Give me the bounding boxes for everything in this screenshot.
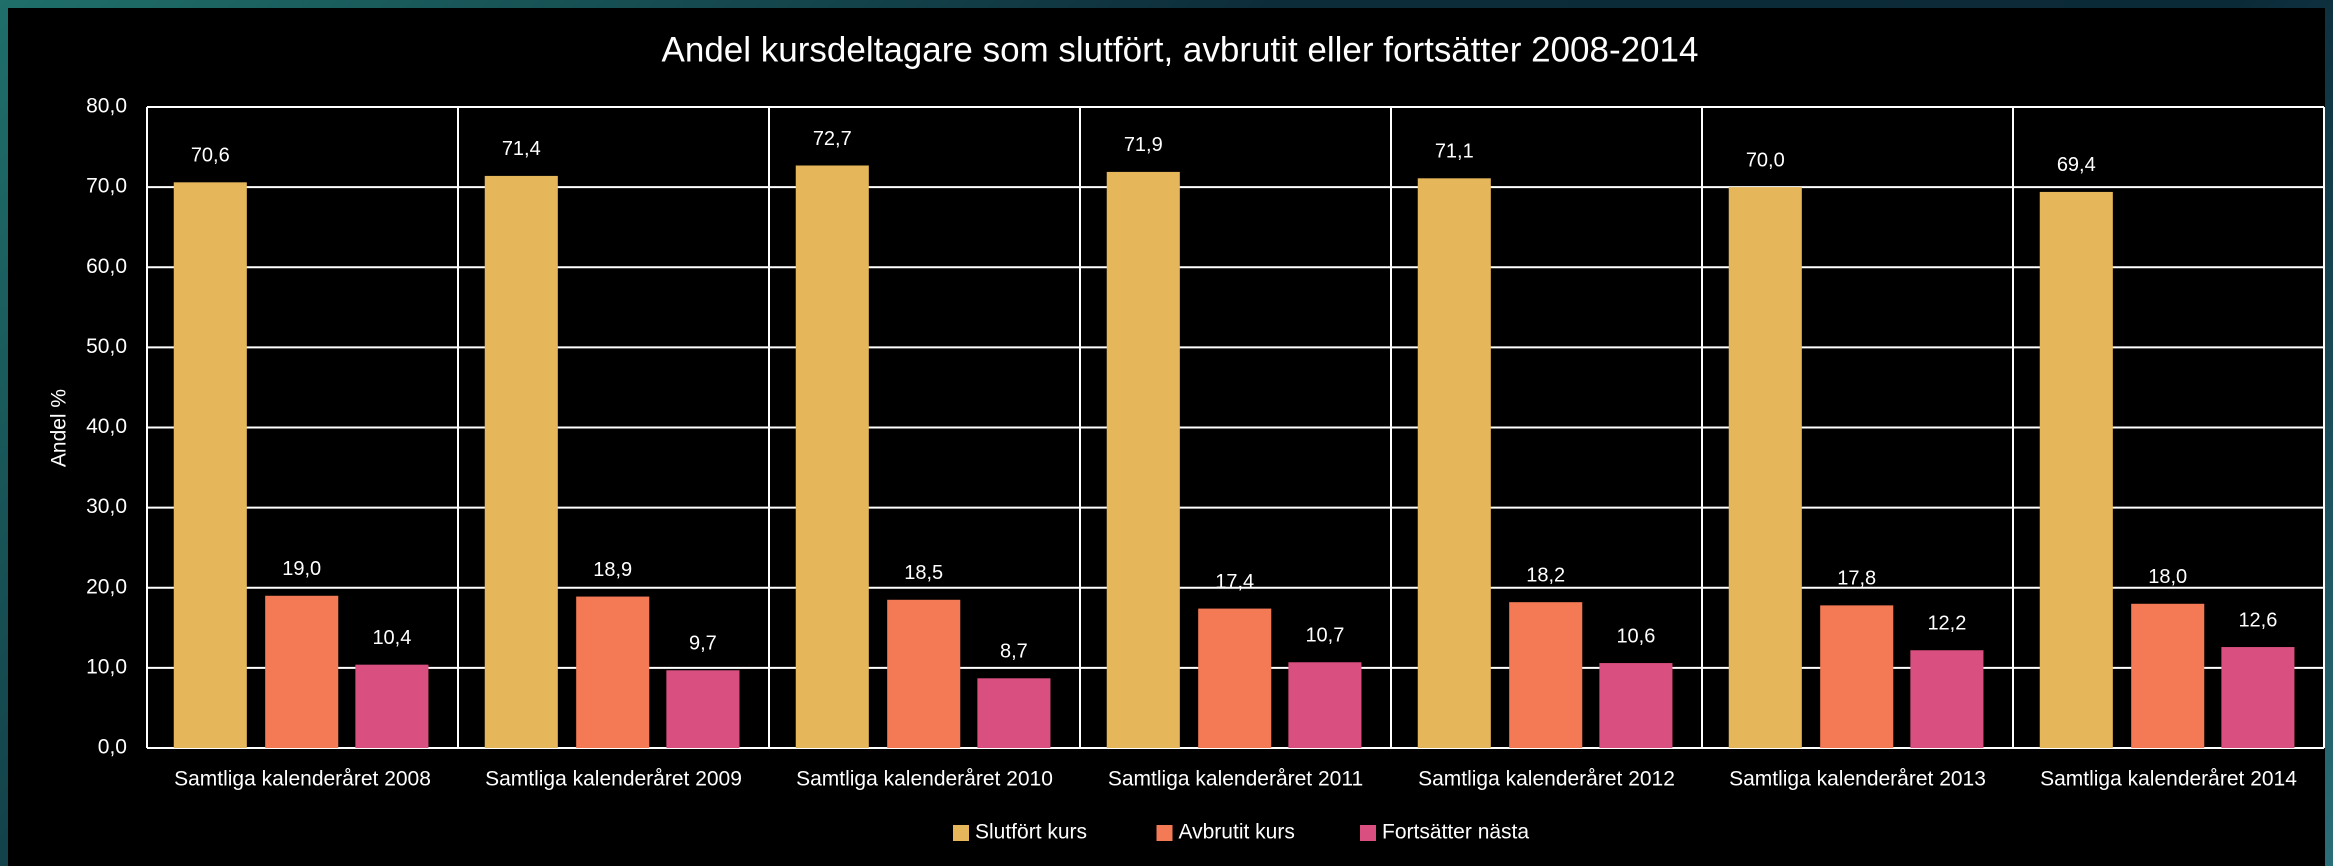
data-label: 9,7 bbox=[689, 633, 717, 655]
bar bbox=[977, 678, 1051, 748]
x-tick-label: Samtliga kalenderåret 2013 bbox=[1729, 768, 1986, 791]
y-tick-label: 70,0 bbox=[86, 175, 127, 198]
x-tick-label: Samtliga kalenderåret 2011 bbox=[1108, 768, 1363, 791]
bar bbox=[1910, 650, 1984, 748]
data-label: 71,9 bbox=[1124, 134, 1163, 156]
legend-swatch bbox=[953, 825, 969, 841]
data-label: 10,7 bbox=[1305, 625, 1344, 647]
data-label: 19,0 bbox=[282, 558, 321, 580]
legend-label: Fortsätter nästa bbox=[1382, 821, 1529, 844]
legend-label: Avbrutit kurs bbox=[1179, 821, 1295, 844]
bar bbox=[173, 182, 247, 748]
y-tick-label: 10,0 bbox=[86, 655, 127, 678]
bar bbox=[1728, 187, 1802, 748]
data-label: 72,7 bbox=[813, 128, 852, 150]
chart-title: Andel kursdeltagare som slutfört, avbrut… bbox=[662, 30, 1699, 69]
x-tick-label: Samtliga kalenderåret 2012 bbox=[1418, 768, 1675, 791]
data-label: 10,4 bbox=[372, 627, 411, 649]
bar bbox=[2131, 603, 2205, 748]
data-label: 18,2 bbox=[1526, 564, 1565, 586]
data-label: 70,0 bbox=[1746, 149, 1785, 171]
bar bbox=[1106, 171, 1180, 748]
bar bbox=[355, 664, 429, 748]
y-tick-label: 30,0 bbox=[86, 495, 127, 518]
data-label: 18,9 bbox=[593, 559, 632, 581]
bar bbox=[265, 595, 339, 748]
data-label: 17,4 bbox=[1215, 571, 1254, 593]
bar bbox=[1599, 663, 1673, 748]
bar bbox=[1820, 605, 1894, 748]
data-label: 12,2 bbox=[1927, 613, 1966, 635]
data-label: 18,5 bbox=[904, 562, 943, 584]
bar bbox=[576, 596, 650, 748]
bar bbox=[1509, 602, 1583, 748]
bar bbox=[666, 670, 740, 748]
data-label: 12,6 bbox=[2238, 609, 2277, 631]
y-tick-label: 50,0 bbox=[86, 335, 127, 358]
bar bbox=[484, 175, 558, 749]
bar bbox=[1198, 608, 1272, 748]
legend-swatch bbox=[1156, 825, 1173, 841]
x-tick-label: Samtliga kalenderåret 2010 bbox=[796, 768, 1053, 791]
bar bbox=[795, 165, 869, 748]
x-tick-label: Samtliga kalenderåret 2014 bbox=[2040, 768, 2297, 791]
bar bbox=[2221, 647, 2295, 748]
data-label: 10,6 bbox=[1616, 625, 1655, 647]
y-tick-label: 40,0 bbox=[86, 415, 127, 438]
y-tick-label: 80,0 bbox=[86, 95, 127, 118]
legend-label: Slutfört kurs bbox=[975, 821, 1087, 844]
y-tick-label: 20,0 bbox=[86, 575, 127, 598]
data-label: 69,4 bbox=[2057, 154, 2096, 176]
data-label: 71,1 bbox=[1435, 141, 1474, 163]
y-tick-label: 60,0 bbox=[86, 255, 127, 278]
bar bbox=[1288, 662, 1362, 748]
data-label: 71,4 bbox=[502, 138, 541, 160]
x-tick-label: Samtliga kalenderåret 2009 bbox=[485, 768, 742, 791]
data-label: 70,6 bbox=[191, 145, 230, 167]
bar bbox=[2039, 191, 2113, 748]
y-tick-label: 0,0 bbox=[98, 736, 127, 759]
bar bbox=[887, 599, 961, 748]
bar bbox=[1417, 178, 1491, 748]
data-label: 18,0 bbox=[2148, 566, 2187, 588]
data-label: 8,7 bbox=[1000, 641, 1028, 663]
data-label: 17,8 bbox=[1837, 568, 1876, 590]
y-axis-label: Andel % bbox=[48, 389, 71, 467]
legend-swatch bbox=[1360, 825, 1376, 841]
x-tick-label: Samtliga kalenderåret 2008 bbox=[174, 768, 431, 791]
